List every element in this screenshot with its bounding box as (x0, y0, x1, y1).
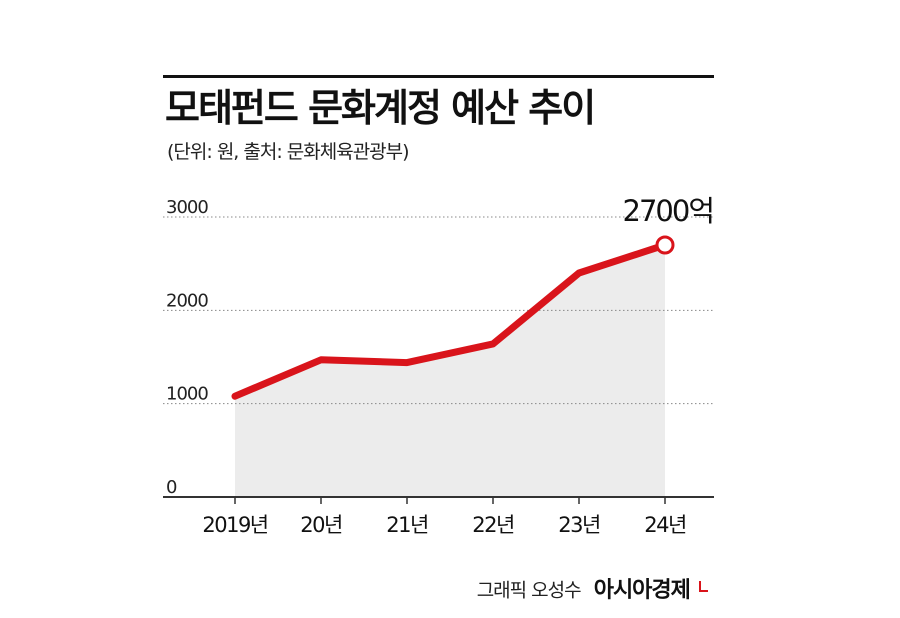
chart-subtitle: (단위: 원, 출처: 문화체육관광부) (167, 141, 410, 163)
x-tick-label: 23년 (558, 513, 600, 537)
brand-mark-icon (699, 581, 708, 592)
graphic-credit: 그래픽 오성수 (476, 579, 582, 602)
x-tick-label: 20년 (300, 513, 342, 537)
end-point-marker (655, 235, 675, 255)
y-tick-label: 0 (166, 477, 177, 498)
chart-title: 모태펀드 문화계정 예산 추이 (165, 86, 596, 130)
y-tick-label: 1000 (166, 384, 208, 405)
x-tick-label: 2019년 (202, 513, 267, 537)
x-tick-label: 22년 (472, 513, 514, 537)
y-tick-label: 3000 (166, 197, 208, 218)
brand-logo: 아시아경제 (593, 577, 691, 603)
title-rule (163, 75, 714, 78)
x-tick-label: 24년 (644, 513, 686, 537)
x-tick-label: 21년 (386, 513, 428, 537)
series-line (231, 241, 669, 400)
credit-line: 그래픽 오성수 아시아경제 (477, 575, 708, 606)
value-annotation: 2700억 (623, 194, 713, 228)
y-tick-label: 2000 (166, 290, 208, 311)
area-fill (235, 245, 665, 497)
